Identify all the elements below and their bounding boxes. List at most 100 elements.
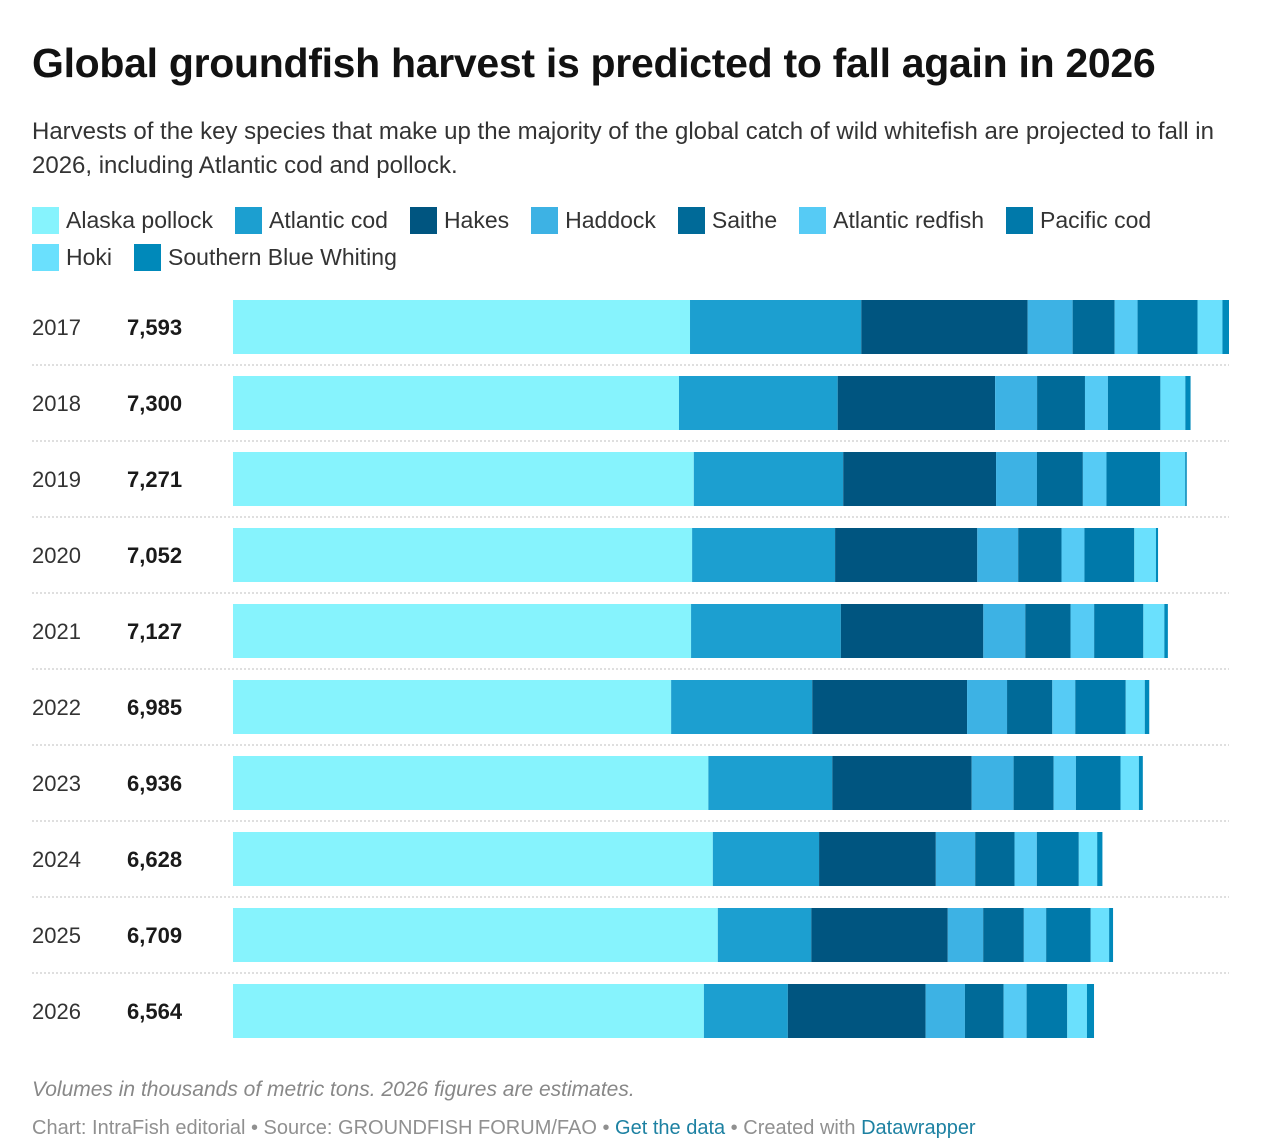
legend-label: Alaska pollock	[66, 206, 214, 233]
legend-item: Atlantic cod	[235, 206, 388, 234]
created-with-text: Created with	[743, 1117, 862, 1139]
bar-segment	[1107, 376, 1161, 430]
bar-segment	[1053, 756, 1076, 810]
bar-segment	[996, 452, 1037, 506]
bar-segment	[691, 604, 841, 658]
legend-swatch	[134, 243, 162, 271]
total-label: 6,564	[127, 999, 183, 1024]
bar-segment	[971, 756, 1014, 810]
bar-segment	[1082, 452, 1107, 506]
bar-segment	[995, 376, 1038, 430]
legend-label: Southern Blue Whiting	[168, 243, 397, 270]
legend-item: Alaska pollock	[32, 206, 213, 234]
bar-segment	[1061, 528, 1085, 582]
bar-segment	[1018, 528, 1062, 582]
get-data-link[interactable]: Get the data	[615, 1117, 726, 1139]
bar-segment	[678, 376, 838, 430]
bar-segment	[1137, 300, 1198, 354]
bar-segment	[1143, 604, 1165, 658]
bar-segment	[1075, 756, 1121, 810]
datawrapper-link[interactable]: Datawrapper	[861, 1117, 976, 1139]
bar-segment	[935, 832, 976, 886]
bar-segment	[837, 376, 996, 430]
bar-segment	[787, 984, 926, 1038]
bar-segment	[1036, 452, 1083, 506]
bar-segment	[233, 300, 691, 354]
total-label: 7,593	[127, 315, 182, 340]
legend-swatch	[677, 206, 705, 234]
legend-label: Saithe	[711, 206, 778, 233]
bar-segment	[983, 908, 1024, 962]
bar-segment	[1144, 680, 1150, 734]
chart-credits: Chart: IntraFish editorial • Source: GRO…	[32, 1117, 976, 1140]
bar-segment	[233, 452, 694, 506]
bar-segment	[1222, 300, 1229, 354]
bar-segment	[671, 680, 813, 734]
chart-subtitle: Harvests of the key species that make up…	[32, 118, 1214, 179]
bar-segment	[233, 756, 709, 810]
legend-item: Haddock	[531, 206, 656, 234]
legend-swatch	[531, 206, 559, 234]
bar-segment	[1160, 452, 1186, 506]
bar-segment	[233, 984, 704, 1038]
bar-segment	[975, 832, 1015, 886]
total-label: 6,628	[127, 847, 182, 872]
bar-segment	[1084, 376, 1108, 430]
year-label: 2022	[32, 695, 81, 720]
bar-segment	[1114, 300, 1138, 354]
credit-separator: •	[725, 1117, 744, 1139]
year-label: 2017	[32, 315, 81, 340]
total-label: 7,052	[127, 543, 182, 568]
legend-label: Atlantic redfish	[833, 206, 984, 233]
bar-segment	[1185, 376, 1191, 430]
bar-segment	[1025, 604, 1071, 658]
bar-segment	[1027, 300, 1073, 354]
bar-segment	[1036, 832, 1079, 886]
legend-swatch	[32, 243, 59, 271]
bar-segment	[708, 756, 833, 810]
bar-segment	[812, 680, 968, 734]
bar-segment	[1138, 756, 1143, 810]
bar-segment	[1185, 452, 1187, 506]
bar-segment	[925, 984, 965, 1038]
legend-label: Hakes	[443, 206, 510, 233]
year-label: 2021	[32, 619, 81, 644]
bar-segment	[964, 984, 1004, 1038]
bar-segment	[1003, 984, 1027, 1038]
bar-segment	[1075, 680, 1126, 734]
bar-segment	[1052, 680, 1076, 734]
total-label: 6,936	[127, 771, 182, 796]
legend-item: Hakes	[409, 206, 510, 234]
legend-item: Hoki	[32, 243, 112, 271]
bar-segment	[1109, 908, 1114, 962]
bar-segment	[861, 300, 1028, 354]
bar-segment	[1078, 832, 1098, 886]
total-label: 6,985	[127, 695, 182, 720]
bar-segment	[1125, 680, 1145, 734]
bar-segment	[693, 452, 844, 506]
bar-segment	[947, 908, 984, 962]
legend-label: Atlantic cod	[269, 206, 388, 233]
bar-segment	[832, 756, 972, 810]
total-label: 7,271	[127, 467, 182, 492]
bar-segment	[977, 528, 1019, 582]
legend-swatch	[1006, 206, 1033, 234]
bar-segment	[1014, 832, 1037, 886]
chart-title: Global groundfish harvest is predicted t…	[32, 40, 1156, 86]
bar-segment	[1094, 604, 1144, 658]
bar-segment	[1013, 756, 1054, 810]
year-label: 2023	[32, 771, 81, 796]
bar-segment	[233, 376, 679, 430]
bar-segment	[1086, 984, 1095, 1038]
bar-segment	[967, 680, 1008, 734]
bar-segment	[819, 832, 936, 886]
bar-segment	[1067, 984, 1087, 1038]
total-label: 7,300	[127, 391, 182, 416]
bar-segment	[1026, 984, 1068, 1038]
bar-segment	[233, 908, 718, 962]
bar-segment	[1070, 604, 1095, 658]
bar-segment	[1164, 604, 1168, 658]
legend-swatch	[32, 206, 59, 234]
bar-segment	[1197, 300, 1223, 354]
